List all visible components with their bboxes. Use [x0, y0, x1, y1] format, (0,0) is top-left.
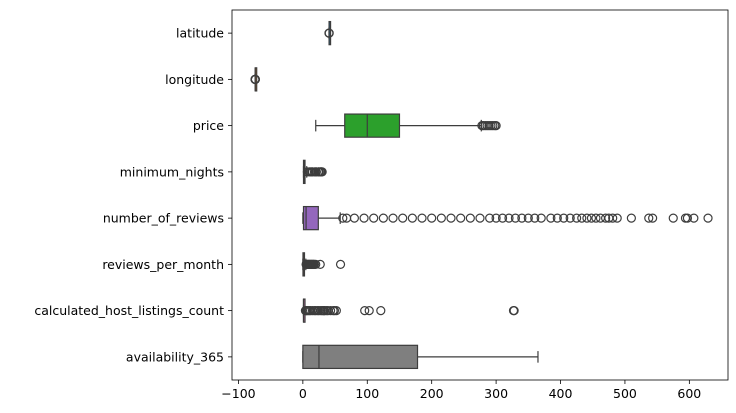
x-tick-label: 600	[677, 386, 701, 401]
y-tick-label: reviews_per_month	[102, 257, 224, 272]
outlier-point	[325, 306, 336, 316]
outlier-point	[601, 213, 611, 223]
outlier-point	[331, 306, 341, 316]
outlier-point	[335, 259, 346, 269]
x-tick-label: 300	[484, 386, 508, 401]
y-tick-label: minimum_nights	[120, 164, 224, 179]
outlier-point	[648, 213, 658, 223]
outlier-point	[338, 213, 348, 223]
outlier-point	[359, 213, 369, 223]
outlier-point	[559, 213, 569, 223]
outlier-point	[311, 259, 321, 269]
outlier-point	[572, 213, 582, 223]
outlier-point	[324, 28, 334, 38]
outlier-point	[475, 213, 485, 223]
outlier-point	[504, 213, 514, 223]
y-tick-label: latitude	[176, 26, 224, 41]
outlier-point	[364, 306, 374, 316]
outlier-point	[398, 213, 408, 223]
x-tick-label: 400	[549, 386, 573, 401]
outlier-point	[523, 213, 533, 223]
outlier-point	[491, 213, 501, 223]
x-tick-label: −100	[221, 386, 255, 401]
x-tick-label: 100	[355, 386, 379, 401]
outlier-point	[497, 213, 508, 223]
outlier-point	[582, 213, 592, 223]
y-tick-label: longitude	[165, 72, 224, 87]
outlier-point	[586, 213, 597, 223]
outlier-point	[689, 213, 699, 223]
outlier-point	[536, 213, 546, 223]
outlier-point	[485, 213, 495, 223]
box-price	[315, 113, 501, 138]
outlier-point	[388, 213, 398, 223]
outlier-point	[436, 213, 446, 223]
box-minimum-nights	[302, 159, 327, 185]
box-longitude	[250, 67, 260, 92]
outlier-point	[608, 213, 618, 223]
outlier-point	[703, 213, 713, 223]
outlier-point	[456, 213, 466, 223]
box-iqr	[344, 113, 401, 138]
y-tick-label: number_of_reviews	[103, 211, 224, 226]
outlier-point	[509, 306, 519, 316]
outlier-point	[546, 213, 556, 223]
outlier-point	[376, 306, 386, 316]
outlier-point	[530, 213, 540, 223]
outlier-point	[427, 213, 437, 223]
outlier-point	[510, 213, 521, 223]
outlier-point	[250, 74, 260, 84]
outlier-point	[315, 259, 325, 269]
outlier-point	[552, 213, 562, 223]
outlier-point	[491, 121, 501, 131]
box-calculated-host-listings-count	[300, 298, 519, 323]
outlier-point	[378, 213, 388, 223]
outlier-point	[565, 213, 575, 223]
y-tick-label: price	[193, 118, 224, 133]
outlier-point	[591, 213, 601, 223]
outlier-point	[349, 213, 359, 223]
y-axis: latitude longitude price minimum_nightsnumb…	[34, 26, 232, 364]
outlier-point	[644, 213, 654, 223]
box-availability-365	[302, 344, 539, 370]
outlier-point	[465, 213, 475, 223]
box-reviews-per-month	[301, 252, 346, 277]
y-tick-label: availability_365	[126, 349, 224, 364]
y-tick-label: calculated_host_listings_count	[34, 303, 224, 318]
box-iqr	[302, 344, 419, 370]
boxes-layer	[250, 20, 713, 370]
plot-frame	[231, 9, 729, 381]
outlier-point	[317, 167, 327, 177]
outlier-point	[446, 213, 456, 223]
outlier-point	[369, 213, 379, 223]
x-axis: −100 0 100 200 300 400 500 600	[221, 380, 701, 401]
outlier-point	[682, 213, 693, 223]
outlier-point	[517, 213, 527, 223]
plot-area	[232, 10, 728, 380]
outlier-point	[417, 213, 427, 223]
box-latitude	[324, 20, 334, 46]
outlier-point	[612, 213, 622, 223]
outlier-point	[407, 213, 417, 223]
x-tick-label: 0	[299, 386, 307, 401]
x-tick-label: 500	[613, 386, 637, 401]
box-number-of-reviews	[302, 205, 713, 231]
box-iqr	[302, 205, 319, 231]
outlier-point	[626, 213, 636, 223]
outlier-point	[360, 306, 370, 316]
outlier-point	[668, 213, 678, 223]
outlier-point	[577, 213, 587, 223]
x-tick-label: 200	[420, 386, 444, 401]
